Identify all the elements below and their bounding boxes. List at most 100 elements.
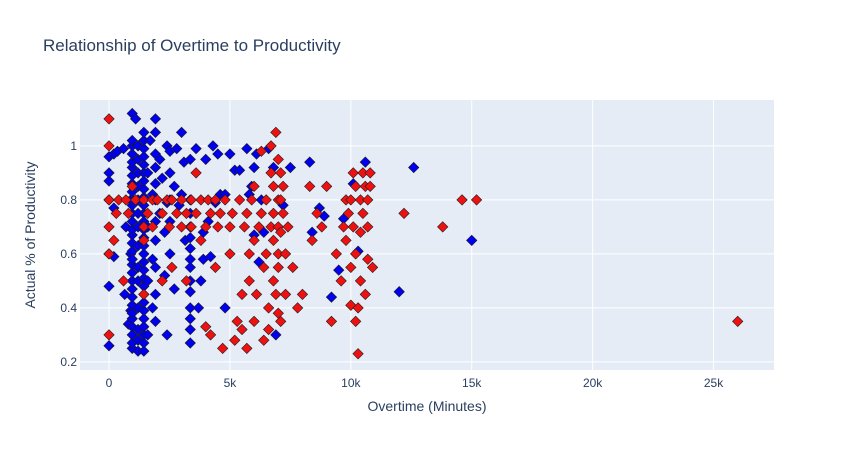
data-point (277, 180, 289, 193)
data-point (330, 248, 342, 260)
data-point (129, 113, 142, 125)
data-point (212, 221, 224, 233)
data-point (126, 307, 138, 319)
data-point (248, 234, 260, 247)
data-point (217, 342, 229, 355)
data-point (340, 234, 352, 247)
data-point (184, 302, 196, 314)
x-tick-label: 5k (224, 376, 238, 390)
data-point (347, 167, 359, 179)
data-point (204, 250, 217, 263)
data-point (214, 207, 226, 220)
data-point (359, 156, 371, 168)
data-point (275, 167, 287, 179)
data-point (168, 283, 180, 295)
data-point (103, 140, 115, 152)
data-point (132, 302, 144, 314)
data-point (156, 275, 168, 287)
data-point (362, 253, 374, 265)
data-point (156, 207, 168, 220)
data-point (149, 161, 162, 174)
data-point (126, 283, 138, 295)
data-point (164, 167, 176, 179)
data-point (248, 180, 260, 193)
data-point (171, 142, 183, 155)
x-tick-label: 25k (704, 376, 724, 390)
data-point (238, 221, 251, 233)
data-point (126, 329, 138, 341)
data-point (184, 242, 196, 255)
data-point (224, 221, 236, 233)
data-point (233, 194, 246, 206)
data-point (408, 161, 420, 174)
data-point (184, 323, 196, 336)
data-point (265, 167, 277, 179)
data-point (470, 194, 483, 206)
data-point (164, 248, 176, 260)
data-point (144, 134, 156, 147)
data-point (166, 194, 178, 206)
data-point (138, 321, 150, 333)
data-point (267, 234, 280, 247)
y-tick-label: 0.2 (60, 355, 77, 369)
data-point (267, 180, 280, 193)
data-point (146, 221, 159, 233)
data-point (248, 315, 260, 328)
data-point (204, 207, 217, 220)
data-point (366, 261, 379, 274)
data-point (275, 194, 287, 206)
data-point (168, 180, 180, 193)
data-point (262, 323, 275, 336)
data-point (272, 261, 284, 274)
data-point (138, 264, 150, 276)
data-point (258, 334, 270, 346)
data-point (265, 140, 277, 152)
data-point (132, 140, 144, 152)
data-point (325, 291, 338, 303)
data-point (243, 275, 255, 287)
data-point (393, 286, 405, 298)
data-point (267, 207, 280, 220)
data-point (190, 167, 202, 179)
data-point (138, 288, 150, 301)
data-point (275, 226, 287, 238)
data-point (161, 329, 173, 341)
data-point (103, 221, 115, 233)
y-axis-title: Actual % of Productivity (22, 161, 38, 308)
data-point (304, 180, 316, 193)
data-point (163, 221, 176, 233)
data-point (146, 253, 159, 265)
data-point (184, 337, 196, 349)
data-point (138, 175, 150, 187)
data-point (103, 340, 115, 352)
data-point (342, 207, 355, 220)
data-point (138, 345, 150, 357)
data-point (456, 194, 468, 206)
data-point (195, 275, 207, 287)
data-point (359, 288, 371, 301)
data-point (437, 221, 449, 233)
data-point (126, 148, 138, 160)
data-point (149, 288, 162, 301)
y-tick-label: 0.4 (60, 301, 77, 315)
data-point (350, 248, 362, 260)
data-point (138, 337, 150, 349)
x-axis-title: Overtime (Minutes) (367, 398, 486, 414)
data-point (149, 126, 162, 139)
data-point (138, 248, 150, 260)
data-point (154, 153, 166, 166)
data-point (103, 167, 115, 179)
data-point (337, 221, 350, 233)
data-point (279, 288, 292, 301)
data-point (138, 234, 150, 247)
data-point (347, 221, 359, 233)
data-point (352, 348, 364, 360)
data-point (260, 194, 272, 206)
data-point (138, 194, 150, 206)
data-point (190, 142, 202, 155)
data-point (122, 207, 134, 220)
data-point (184, 286, 196, 298)
data-point (184, 313, 196, 325)
